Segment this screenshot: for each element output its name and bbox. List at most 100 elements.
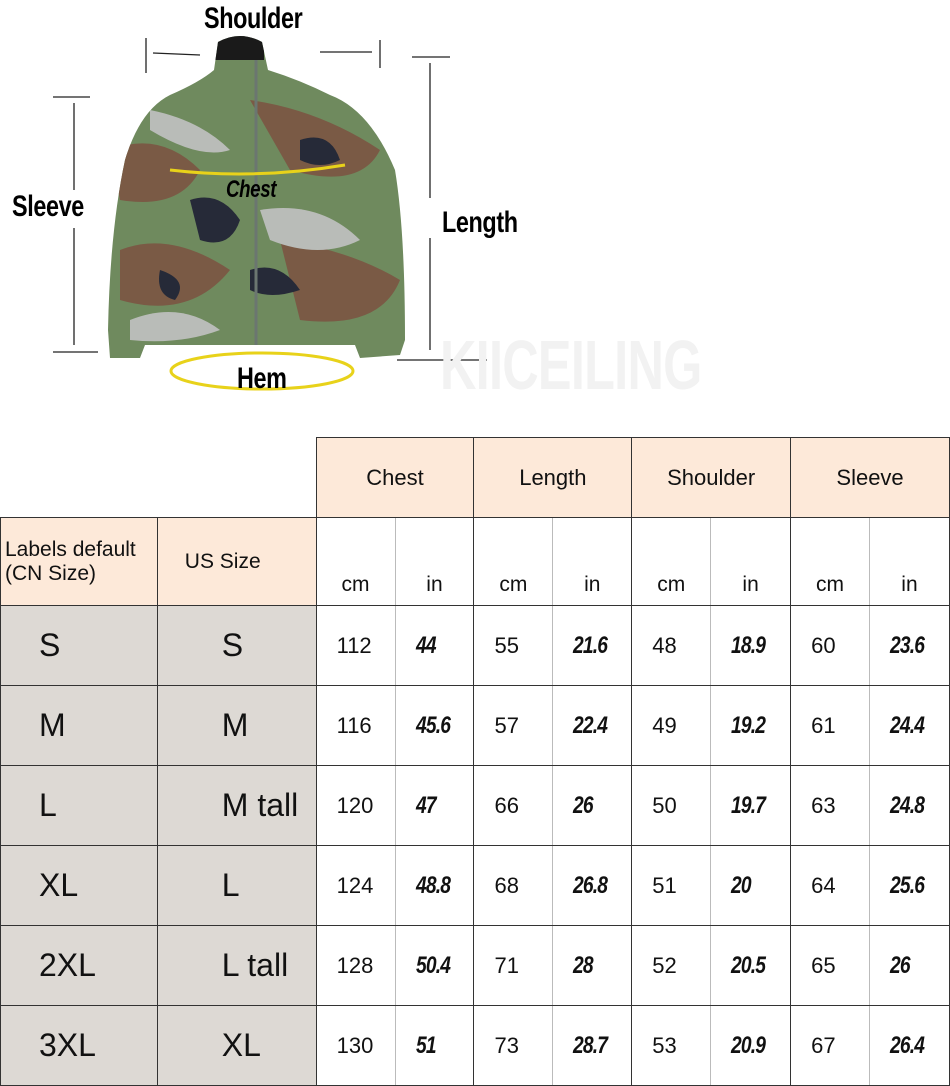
value-in: 19.2 [710,685,792,766]
table-row: M M 116 45.6 57 22.4 49 19.2 61 24.4 [0,685,950,766]
measure-header-row: Chest Length Shoulder Sleeve [1,437,950,518]
value-in: 48.8 [394,845,475,926]
header-length: Length [473,437,633,518]
value-in: 23.6 [868,605,950,686]
us-size: M [156,685,317,766]
value-cm: 66 [473,765,554,846]
value-cm: 57 [473,685,554,766]
value-in: 18.9 [710,605,792,686]
unit-in: in [394,517,475,606]
value-in-text: 19.2 [731,711,766,739]
value-in-text: 19.7 [731,791,766,819]
value-in-text: 23.6 [889,631,925,659]
value-in: 24.4 [868,685,950,766]
unit-in: in [868,517,950,606]
cn-size: L [0,765,158,846]
value-cm: 67 [790,1005,870,1086]
value-cm: 53 [631,1005,712,1086]
unit-in: in [552,517,633,606]
us-size: XL [156,1005,317,1086]
value-in: 25.6 [868,845,950,926]
labels-default-header: Labels default (CN Size) [0,517,158,606]
value-in: 26.4 [868,1005,950,1086]
unit-in: in [710,517,792,606]
cn-size: XL [0,845,158,926]
value-in: 26 [552,765,633,846]
value-in: 44 [394,605,475,686]
value-in-text: 20.9 [731,1031,766,1059]
value-in: 50.4 [394,925,475,1006]
value-in-text: 26.8 [573,871,608,899]
value-in: 19.7 [710,765,792,846]
value-cm: 55 [473,605,554,686]
us-size: L [156,845,317,926]
value-in: 28.7 [552,1005,633,1086]
value-in: 21.6 [552,605,633,686]
value-cm: 116 [315,685,396,766]
header-shoulder: Shoulder [631,437,792,518]
value-cm: 63 [790,765,870,846]
value-cm: 112 [315,605,396,686]
value-in-text: 24.4 [889,711,925,739]
value-in-text: 20.5 [731,951,766,979]
value-in-text: 24.8 [889,791,925,819]
value-in-text: 26.4 [889,1031,925,1059]
table-row: 2XL L tall 128 50.4 71 28 52 20.5 65 26 [0,925,950,1006]
table-row: S S 112 44 55 21.6 48 18.9 60 23.6 [0,605,950,686]
header-sleeve: Sleeve [790,437,950,518]
us-size-header: US Size [156,517,317,606]
size-chart-table: Chest Length Shoulder Sleeve Labels defa… [0,437,950,1086]
value-cm: 128 [315,925,396,1006]
value-cm: 130 [315,1005,396,1086]
cn-size: 2XL [0,925,158,1006]
table-row: L M tall 120 47 66 26 50 19.7 63 24.8 [0,765,950,846]
length-label: Length [442,206,518,239]
value-cm: 73 [473,1005,554,1086]
value-in-text: 50.4 [415,951,451,979]
cn-size: M [0,685,158,766]
value-in-text: 22.4 [573,711,608,739]
jacket-image [53,36,487,391]
value-in-text: 47 [415,791,437,819]
brand-watermark: KIICEILING [440,326,702,404]
unit-cm: cm [473,517,554,606]
table-row: 3XL XL 130 51 73 28.7 53 20.9 67 26.4 [0,1005,950,1086]
value-cm: 50 [631,765,712,846]
chest-label: Chest [226,176,277,203]
value-cm: 64 [790,845,870,926]
value-in: 20 [710,845,792,926]
unit-cm: cm [790,517,870,606]
value-in-text: 21.6 [573,631,608,659]
value-in-text: 26 [889,951,911,979]
unit-cm: cm [631,517,712,606]
header-chest: Chest [315,437,475,518]
sleeve-label: Sleeve [12,190,84,223]
value-in-text: 51 [415,1031,437,1059]
value-in: 51 [394,1005,475,1086]
value-in-text: 25.6 [889,871,925,899]
hem-label: Hem [237,362,287,395]
unit-header-row: Labels default (CN Size) US Size cm in c… [0,517,950,606]
value-in: 45.6 [394,685,475,766]
unit-cm: cm [315,517,396,606]
value-in: 24.8 [868,765,950,846]
value-cm: 52 [631,925,712,1006]
value-cm: 49 [631,685,712,766]
us-size: L tall [156,925,317,1006]
value-in: 47 [394,765,475,846]
value-in: 20.5 [710,925,792,1006]
value-in: 22.4 [552,685,633,766]
value-in-text: 28.7 [573,1031,608,1059]
value-cm: 120 [315,765,396,846]
jacket-diagram: KIICEILING Shoulder Sleeve Chest Length … [0,0,950,430]
value-cm: 65 [790,925,870,1006]
value-in-text: 20 [731,871,752,899]
value-cm: 60 [790,605,870,686]
us-size: M tall [156,765,317,846]
shoulder-label: Shoulder [204,2,303,35]
value-in-text: 18.9 [731,631,766,659]
value-cm: 51 [631,845,712,926]
value-cm: 124 [315,845,396,926]
value-in: 20.9 [710,1005,792,1086]
value-cm: 71 [473,925,554,1006]
